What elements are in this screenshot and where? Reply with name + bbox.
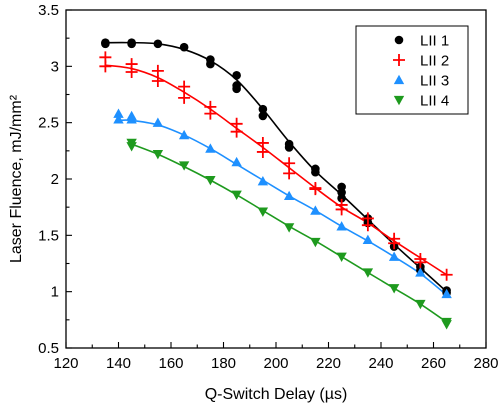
data-point-series-1 bbox=[153, 39, 163, 49]
data-point-series-1 bbox=[232, 84, 241, 94]
data-point-series-2 bbox=[414, 256, 427, 269]
data-point-series-1 bbox=[101, 39, 110, 49]
data-point-series-3 bbox=[283, 190, 295, 201]
data-point-series-2 bbox=[388, 237, 401, 250]
x-axis-label: Q-Switch Delay (µs) bbox=[205, 386, 348, 403]
legend-marker bbox=[394, 35, 404, 45]
data-point-series-2 bbox=[256, 145, 269, 158]
data-point-series-1 bbox=[232, 71, 241, 80]
y-axis-ticks: 0.5 1 1.5 2 2.5 3 3.5 bbox=[38, 2, 72, 357]
x-tick-label: 260 bbox=[421, 355, 446, 372]
data-point-series-2 bbox=[151, 74, 164, 87]
legend-marker bbox=[393, 74, 405, 85]
data-point-series-1 bbox=[127, 39, 136, 49]
data-point-series-2 bbox=[178, 91, 191, 104]
x-tick-label: 200 bbox=[263, 355, 288, 372]
data-point-series-2 bbox=[361, 219, 374, 232]
data-point-series-4 bbox=[441, 320, 452, 330]
data-point-series-3 bbox=[336, 221, 347, 231]
y-tick-label: 1.5 bbox=[38, 227, 59, 244]
data-point-series-2 bbox=[151, 64, 164, 77]
data-point-series-2 bbox=[283, 167, 296, 180]
data-point-series-3 bbox=[362, 234, 374, 244]
data-point-series-3 bbox=[152, 117, 164, 127]
legend: LII 1 LII 2 LII 3 LII 4 bbox=[355, 25, 469, 115]
data-point-series-4 bbox=[152, 150, 164, 160]
data-point-series-2 bbox=[230, 125, 243, 138]
data-point-series-3 bbox=[388, 251, 400, 261]
y-tick-label: 1 bbox=[51, 284, 59, 301]
data-point-series-4 bbox=[205, 175, 216, 186]
data-point-series-1 bbox=[311, 167, 320, 177]
data-point-series-1 bbox=[258, 104, 268, 114]
data-point-series-3 bbox=[231, 156, 242, 167]
x-tick-label: 240 bbox=[368, 355, 393, 372]
x-tick-label: 220 bbox=[316, 355, 341, 372]
legend-marker bbox=[393, 95, 405, 106]
x-axis-ticks: 120 140 160 180 200 220 240 260 280 bbox=[53, 342, 499, 372]
legend-label: LII 3 bbox=[420, 73, 449, 90]
data-point-series-1 bbox=[337, 193, 346, 203]
y-tick-label: 3 bbox=[51, 58, 59, 75]
data-point-series-4 bbox=[336, 252, 347, 262]
data-point-series-2 bbox=[178, 80, 191, 93]
legend-box bbox=[355, 25, 469, 115]
fit-line-series-3 bbox=[118, 119, 448, 296]
data-point-series-2 bbox=[440, 268, 453, 281]
data-point-series-3 bbox=[113, 114, 124, 124]
data-point-series-4 bbox=[362, 268, 374, 278]
data-point-series-1 bbox=[179, 42, 189, 52]
data-point-series-1 bbox=[284, 143, 294, 152]
data-point-series-1 bbox=[258, 111, 268, 121]
data-point-series-3 bbox=[205, 143, 216, 153]
data-point-series-3 bbox=[178, 129, 190, 140]
y-tick-label: 2.5 bbox=[38, 115, 59, 132]
legend-label: LII 1 bbox=[420, 33, 449, 50]
data-point-series-4 bbox=[178, 161, 190, 171]
data-point-series-3 bbox=[126, 114, 137, 124]
data-point-series-2 bbox=[99, 60, 112, 73]
data-point-series-4 bbox=[231, 190, 242, 200]
data-point-series-2 bbox=[309, 183, 322, 196]
y-axis-label: Laser Fluence, mJ/mm² bbox=[8, 94, 25, 263]
data-point-series-4 bbox=[415, 299, 426, 310]
x-tick-label: 120 bbox=[53, 355, 78, 372]
y-tick-label: 0.5 bbox=[38, 340, 59, 357]
data-point-series-3 bbox=[257, 176, 269, 186]
legend-label: LII 4 bbox=[420, 93, 449, 110]
data-point-series-1 bbox=[206, 59, 215, 69]
legend-label: LII 2 bbox=[420, 53, 449, 70]
legend-marker bbox=[393, 54, 405, 66]
data-point-series-3 bbox=[310, 205, 321, 215]
data-point-series-4 bbox=[283, 223, 295, 233]
x-tick-label: 280 bbox=[473, 355, 498, 372]
data-point-series-4 bbox=[310, 237, 321, 248]
data-point-series-4 bbox=[388, 284, 400, 294]
data-point-series-4 bbox=[257, 207, 269, 217]
x-tick-label: 160 bbox=[158, 355, 183, 372]
data-markers bbox=[99, 38, 453, 330]
data-point-series-3 bbox=[113, 108, 124, 118]
data-point-series-2 bbox=[125, 65, 138, 78]
y-tick-label: 2 bbox=[51, 171, 59, 188]
x-tick-label: 180 bbox=[211, 355, 236, 372]
data-point-series-4 bbox=[126, 142, 137, 152]
data-point-series-2 bbox=[283, 157, 296, 170]
data-point-series-2 bbox=[335, 203, 348, 216]
x-tick-label: 140 bbox=[106, 355, 131, 372]
y-tick-label: 3.5 bbox=[38, 2, 59, 19]
data-point-series-3 bbox=[415, 267, 426, 277]
data-point-series-2 bbox=[204, 107, 217, 120]
data-point-series-3 bbox=[441, 288, 452, 299]
